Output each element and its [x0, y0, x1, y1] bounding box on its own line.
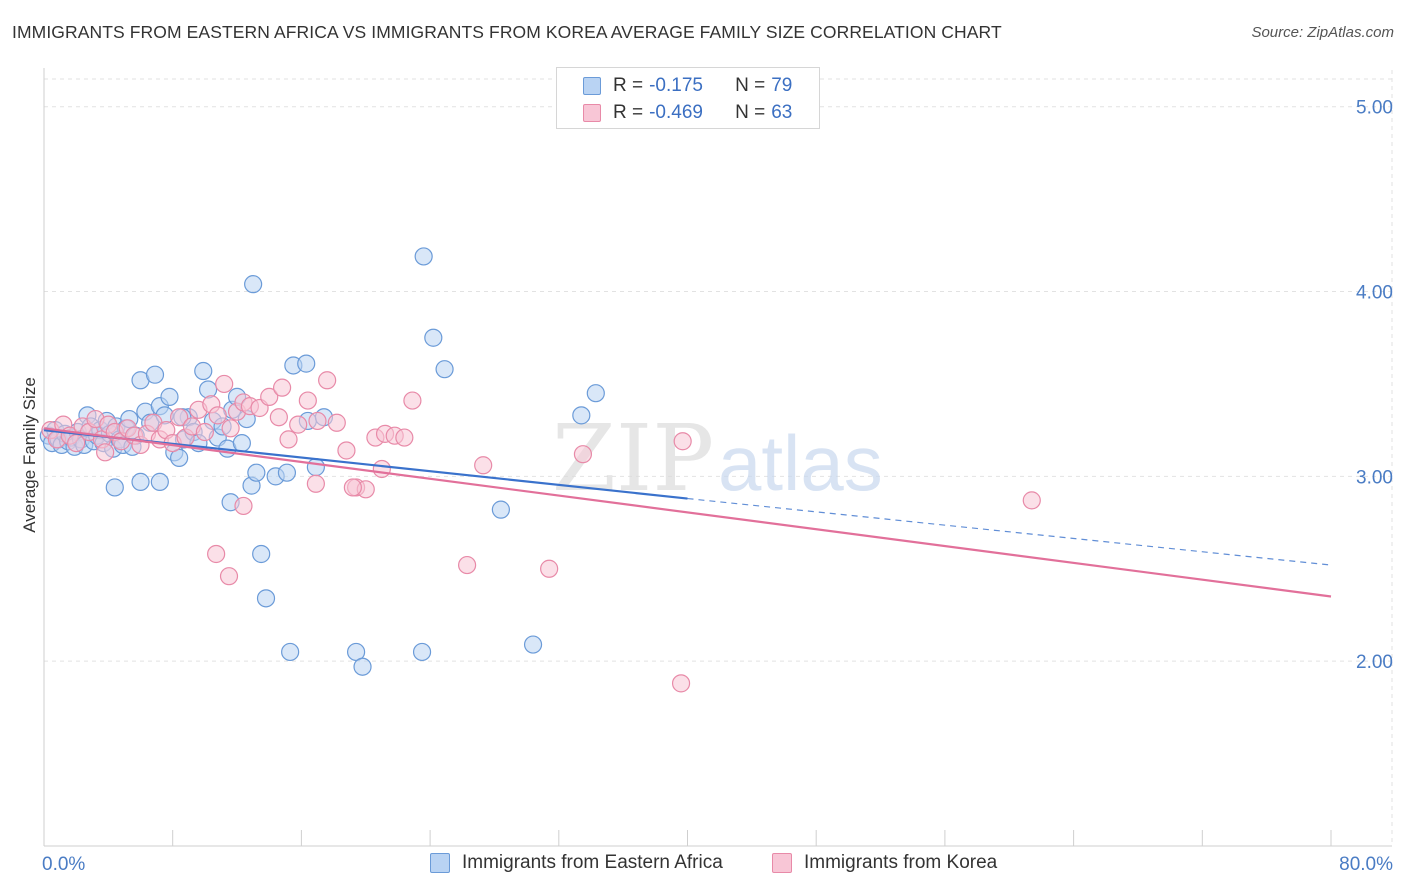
korea-point-57: [458, 555, 477, 575]
y-tick-label-0: 2.00: [1356, 652, 1393, 673]
eastern-africa-point-49: [232, 433, 251, 453]
korea-point-59: [540, 559, 559, 578]
eastern-africa-point-59: [150, 472, 169, 492]
korea-point-20: [170, 408, 189, 427]
x-tick-label-0: 0.0%: [42, 854, 85, 875]
legend-swatch-pink: [583, 104, 601, 122]
legend-row-korea: R = -0.469 N = 63: [583, 101, 792, 125]
legend-n-label: N =: [735, 75, 766, 96]
korea-point-40: [327, 413, 346, 432]
korea-point-50: [207, 544, 226, 564]
legend-item-eastern-africa: Immigrants from Eastern Africa: [430, 852, 723, 874]
chart-title: IMMIGRANTS FROM EASTERN AFRICA VS IMMIGR…: [12, 22, 1002, 42]
korea-point-41: [337, 441, 356, 460]
eastern-africa-point-42: [198, 380, 218, 399]
eastern-africa-point-56: [244, 275, 263, 294]
watermark-atlas: atlas: [718, 419, 883, 507]
eastern-africa-point-62: [281, 642, 300, 662]
korea-point-49: [96, 443, 115, 462]
korea-point-54: [306, 474, 325, 493]
korea-point-24: [195, 422, 214, 442]
korea-point-61: [673, 432, 692, 451]
series-legend: Immigrants from Eastern Africa Immigrant…: [0, 852, 1406, 878]
legend-r-label: R =: [613, 102, 644, 123]
eastern-africa-point-66: [306, 458, 325, 477]
trend-line-korea: [43, 427, 1332, 598]
korea-point-48: [403, 391, 422, 410]
source-label: Source: ZipAtlas.com: [1251, 24, 1394, 41]
korea-point-36: [289, 415, 308, 434]
eastern-africa-point-75: [491, 500, 510, 519]
eastern-africa-point-70: [277, 463, 297, 482]
eastern-africa-point-77: [572, 406, 591, 425]
eastern-africa-point-72: [412, 642, 432, 662]
eastern-africa-point-53: [252, 544, 271, 564]
legend-swatch-blue: [430, 853, 450, 873]
eastern-africa-point-52: [247, 463, 266, 482]
korea-point-47: [395, 428, 414, 447]
x-tick-label-1: 80.0%: [1339, 854, 1393, 875]
korea-point-28: [221, 419, 240, 438]
tick-labels: 2.00 3.00 4.00 5.00 0.0% 80.0%: [42, 98, 1393, 875]
legend-r-label: R =: [613, 75, 644, 96]
legend-item-label: Immigrants from Eastern Africa: [462, 852, 723, 873]
eastern-africa-point-34: [160, 387, 179, 406]
eastern-africa-point-31: [145, 365, 165, 384]
eastern-africa-point-58: [131, 472, 150, 492]
legend-r-value: -0.469: [649, 102, 703, 123]
korea-point-39: [318, 371, 337, 390]
eastern-africa-point-78: [586, 384, 605, 403]
eastern-africa-point-74: [435, 360, 454, 379]
eastern-africa-point-76: [523, 635, 543, 654]
eastern-africa-point-54: [256, 589, 276, 608]
legend-n-value: 79: [771, 75, 793, 96]
korea-point-53: [272, 378, 292, 397]
y-tick-label-3: 5.00: [1356, 98, 1393, 119]
korea-point-26: [208, 406, 227, 425]
legend-row-eastern-africa: R = -0.175 N = 79: [583, 74, 792, 98]
legend-swatch-pink: [772, 853, 792, 873]
legend-n-value: 63: [771, 102, 793, 123]
eastern-africa-point-69: [353, 657, 372, 676]
series-eastern-africa-points: [39, 247, 605, 676]
axes: [43, 68, 1392, 847]
korea-point-34: [269, 408, 288, 427]
legend-item-korea: Immigrants from Korea: [772, 852, 997, 874]
eastern-africa-point-73: [414, 247, 433, 266]
eastern-africa-point-71: [424, 328, 443, 347]
korea-point-60: [573, 445, 593, 464]
series-korea-points: [41, 371, 1041, 693]
korea-point-52: [234, 496, 253, 516]
korea-point-27: [215, 374, 234, 394]
korea-point-56: [372, 459, 391, 479]
eastern-africa-point-57: [105, 478, 124, 497]
trend-line-eastern-africa-extension: [687, 497, 1332, 566]
korea-point-38: [308, 411, 327, 431]
korea-point-62: [671, 674, 691, 693]
y-tick-label-1: 3.00: [1356, 467, 1393, 488]
legend-n-label: N =: [735, 102, 766, 123]
y-axis-label: Average Family Size: [20, 377, 39, 533]
watermark: ZIP atlas: [552, 405, 883, 512]
eastern-africa-point-64: [297, 354, 316, 373]
korea-point-58: [474, 456, 493, 475]
korea-point-37: [298, 391, 317, 410]
legend-item-label: Immigrants from Korea: [804, 852, 998, 873]
korea-point-51: [219, 567, 239, 586]
legend-swatch-blue: [583, 77, 601, 95]
korea-point-55: [343, 478, 362, 497]
trend-lines: [43, 427, 1332, 598]
legend-r-value: -0.175: [649, 75, 703, 96]
korea-point-35: [279, 430, 298, 449]
korea-point-33: [260, 387, 279, 406]
y-tick-label-2: 4.00: [1356, 283, 1393, 304]
stats-legend: R = -0.175 N = 79 R = -0.469 N = 63: [556, 67, 820, 129]
korea-point-63: [1022, 491, 1041, 510]
eastern-africa-point-41: [194, 361, 213, 381]
